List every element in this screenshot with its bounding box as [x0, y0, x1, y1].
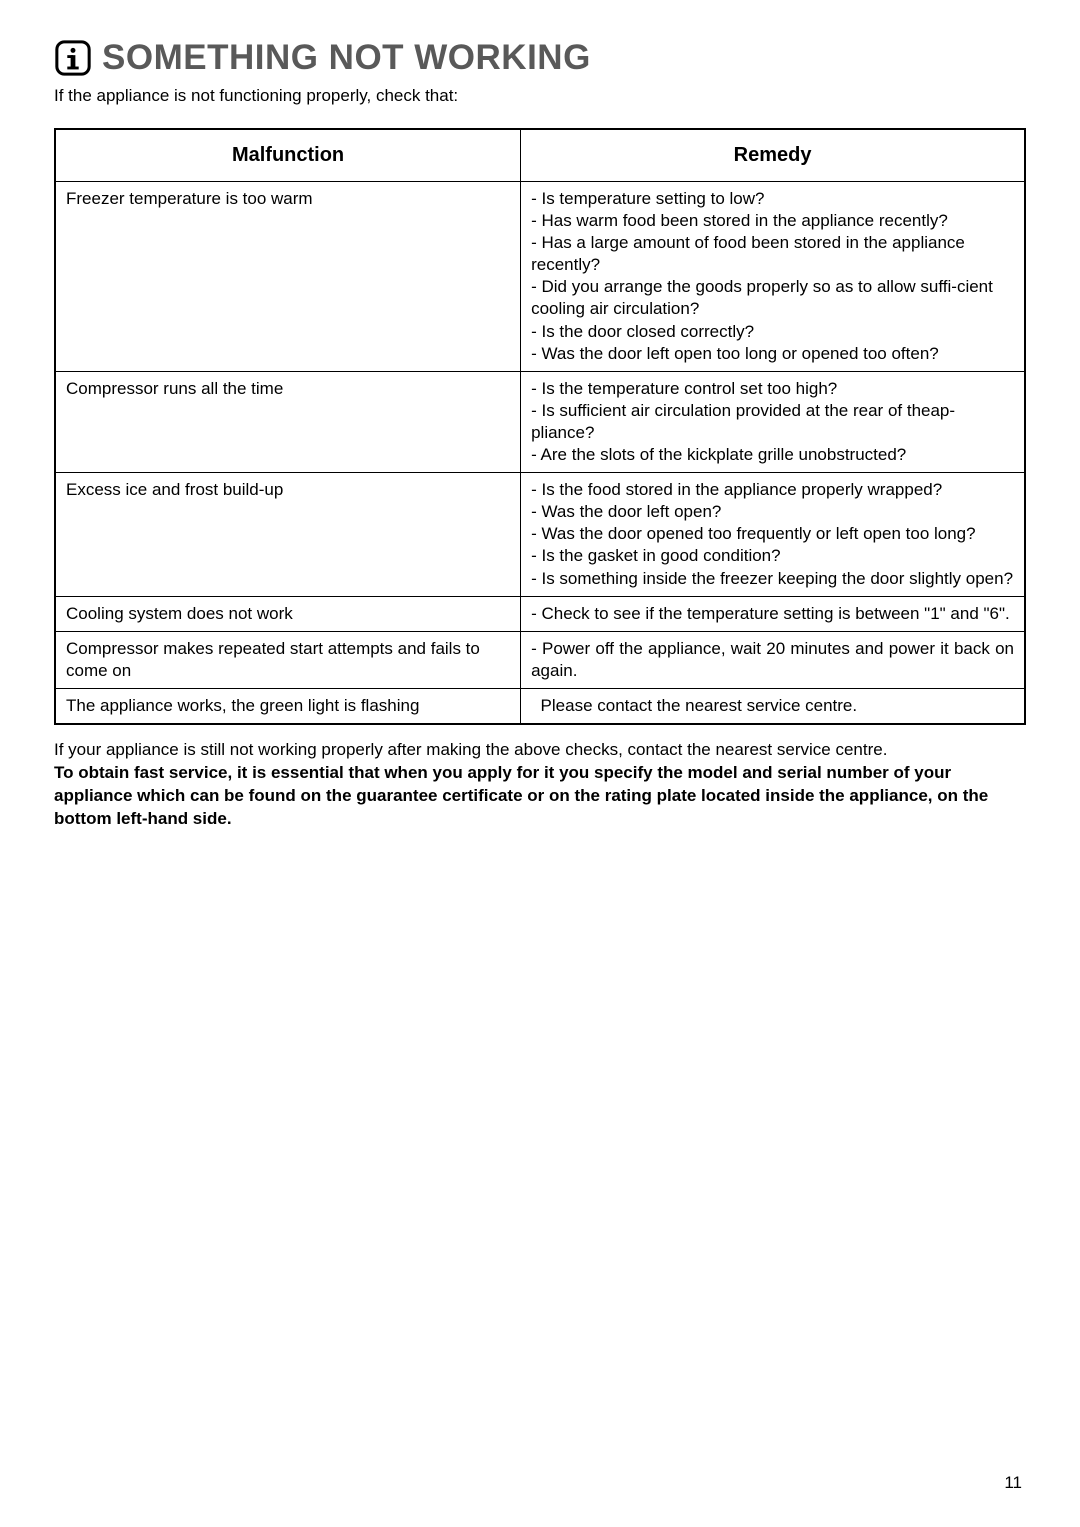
- remedy-cell: - Is temperature setting to low? - Has w…: [521, 182, 1025, 372]
- table-row: Compressor makes repeated start attempts…: [55, 631, 1025, 688]
- header-malfunction: Malfunction: [55, 129, 521, 182]
- malfunction-cell: Freezer temperature is too warm: [55, 182, 521, 372]
- remedy-cell: - Is the food stored in the appliance pr…: [521, 473, 1025, 596]
- troubleshooting-table: Malfunction Remedy Freezer temperature i…: [54, 128, 1026, 725]
- remedy-cell: - Check to see if the temperature settin…: [521, 596, 1025, 631]
- remedy-cell: Please contact the nearest service centr…: [521, 688, 1025, 724]
- table-row: Compressor runs all the time- Is the tem…: [55, 371, 1025, 472]
- intro-text: If the appliance is not functioning prop…: [54, 86, 1026, 106]
- footer-bold: To obtain fast service, it is essential …: [54, 763, 988, 828]
- document-page: SOMETHING NOT WORKING If the appliance i…: [0, 0, 1080, 1527]
- malfunction-cell: Compressor makes repeated start attempts…: [55, 631, 521, 688]
- header-remedy: Remedy: [521, 129, 1025, 182]
- remedy-cell: - Power off the appliance, wait 20 minut…: [521, 631, 1025, 688]
- remedy-cell: - Is the temperature control set too hig…: [521, 371, 1025, 472]
- section-title: SOMETHING NOT WORKING: [102, 38, 591, 78]
- malfunction-cell: The appliance works, the green light is …: [55, 688, 521, 724]
- footer-paragraph: If your appliance is still not working p…: [54, 739, 1026, 831]
- malfunction-cell: Compressor runs all the time: [55, 371, 521, 472]
- malfunction-cell: Excess ice and frost build-up: [55, 473, 521, 596]
- title-row: SOMETHING NOT WORKING: [54, 38, 1026, 78]
- malfunction-cell: Cooling system does not work: [55, 596, 521, 631]
- table-row: Cooling system does not work- Check to s…: [55, 596, 1025, 631]
- table-row: Freezer temperature is too warm- Is temp…: [55, 182, 1025, 372]
- footer-line1: If your appliance is still not working p…: [54, 740, 887, 759]
- page-number: 11: [1004, 1473, 1022, 1493]
- table-row: The appliance works, the green light is …: [55, 688, 1025, 724]
- table-body: Freezer temperature is too warm- Is temp…: [55, 182, 1025, 724]
- info-icon: [54, 39, 92, 77]
- table-row: Excess ice and frost build-up- Is the fo…: [55, 473, 1025, 596]
